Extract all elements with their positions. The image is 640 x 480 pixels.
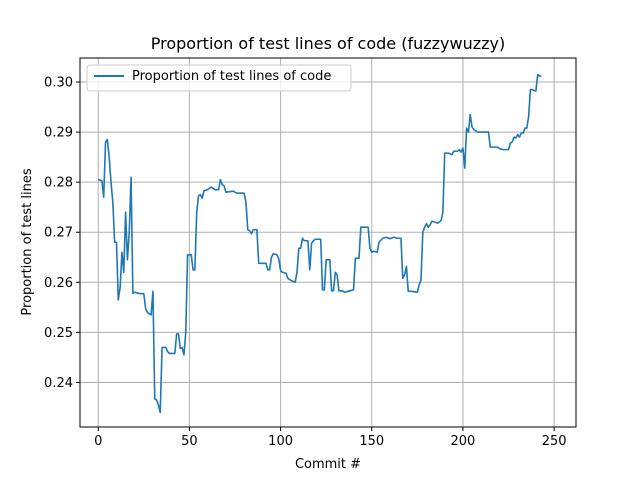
- legend: Proportion of test lines of code: [86, 64, 352, 92]
- x-axis: 0 50 100 150 200 250: [94, 427, 567, 449]
- plot-frame: [79, 57, 577, 428]
- legend-box: [86, 64, 352, 92]
- x-tick-label: 100: [268, 434, 293, 449]
- x-axis-label: Commit #: [295, 457, 361, 472]
- x-tick-label: 50: [181, 434, 198, 449]
- y-tick-label: 0.28: [44, 176, 73, 191]
- y-tick-label: 0.27: [44, 226, 73, 241]
- x-tick-label: 200: [451, 434, 476, 449]
- series-line: [98, 73, 542, 414]
- legend-label: Proportion of test lines of code: [132, 69, 331, 84]
- y-axis-label: Proportion of test lines: [20, 168, 35, 315]
- y-tick-label: 0.29: [44, 126, 73, 141]
- y-tick-label: 0.25: [44, 326, 73, 341]
- y-tick-label: 0.24: [44, 376, 73, 391]
- grid: [80, 58, 576, 427]
- x-tick-label: 250: [542, 434, 567, 449]
- y-axis: 0.24 0.25 0.26 0.27 0.28 0.29 0.30: [44, 76, 80, 391]
- y-tick-label: 0.26: [44, 276, 73, 291]
- x-tick-label: 150: [359, 434, 384, 449]
- chart-title: Proportion of test lines of code (fuzzyw…: [151, 34, 505, 53]
- series-layer: [98, 73, 542, 414]
- x-tick-label: 0: [94, 434, 102, 449]
- y-tick-label: 0.30: [44, 76, 73, 91]
